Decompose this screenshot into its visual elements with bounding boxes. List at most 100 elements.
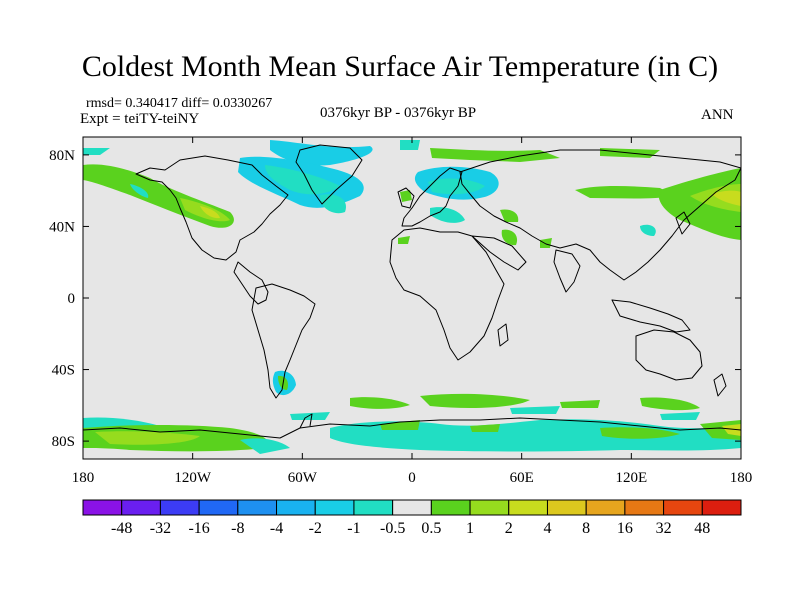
africa-coast	[389, 227, 505, 361]
anomaly-positive-patch	[658, 168, 741, 240]
anomaly-positive-patch	[600, 427, 680, 439]
europe-coast	[401, 167, 463, 227]
colorbar-swatch	[121, 499, 161, 516]
anomaly-positive-patch	[722, 424, 741, 436]
south-america-coast	[251, 283, 316, 399]
anomaly-positive-patch	[398, 236, 410, 244]
colorbar-swatch	[546, 499, 587, 516]
new-zealand-coast	[713, 373, 727, 397]
anomaly-positive-patch	[430, 148, 560, 162]
india-coast	[553, 249, 581, 293]
colorbar-label: -8	[231, 520, 244, 537]
period-label: 0376kyr BP - 0376kyr BP	[320, 105, 477, 121]
colorbar-label: -4	[270, 520, 283, 537]
lat-tick-label: 80S	[52, 434, 75, 450]
eurasia-coast	[459, 149, 741, 281]
colorbar-swatch	[624, 499, 665, 516]
anomaly-negative-patch	[240, 438, 290, 454]
colorbar-label: 16	[617, 520, 633, 537]
arabia-coast	[471, 235, 527, 271]
antarctic-peninsula-coast	[299, 413, 313, 429]
colorbar-label: -32	[150, 520, 171, 537]
colorbar-label: 2	[505, 520, 513, 537]
anomaly-negative-patch	[660, 412, 700, 420]
british-isles-coast	[397, 187, 415, 209]
colorbar-swatch	[508, 499, 548, 516]
coastlines	[83, 144, 741, 439]
colorbar-labels: -48 -32 -16 -8 -4 -2 -1 -0.5 0.5 1 2 4 8 16 32 48	[111, 520, 710, 537]
anomaly-positive-patch	[95, 431, 200, 445]
colorbar-swatch	[353, 499, 394, 516]
colorbar-swatch	[314, 499, 355, 516]
anomaly-positive-patch	[575, 186, 675, 199]
anomaly-positive-patch	[400, 190, 412, 202]
greenland-coast	[295, 144, 363, 205]
central-america-coast	[233, 261, 269, 305]
colorbar-swatch	[469, 499, 510, 516]
anomaly-negative-patch	[640, 224, 656, 236]
anomaly-field	[83, 140, 741, 454]
anomaly-negative-patch	[400, 140, 420, 150]
anomaly-positive-patch	[712, 190, 741, 206]
lat-tick-label: 0	[68, 291, 76, 307]
lon-tick-label: 60E	[510, 470, 534, 486]
colorbar-swatch	[237, 499, 278, 516]
anomaly-positive-patch	[700, 420, 741, 440]
colorbar-swatch	[392, 499, 432, 516]
season-label: ANN	[701, 107, 734, 123]
lon-tick-label: 120E	[615, 470, 647, 486]
colorbar-label: -48	[111, 520, 132, 537]
anomaly-positive-patch	[501, 229, 518, 246]
north-america-coast	[135, 155, 289, 261]
lon-tick-label: 60W	[288, 470, 318, 486]
lon-tick-label: 0	[408, 470, 416, 486]
japan-coast	[675, 211, 691, 235]
lon-tick-label: 180	[730, 470, 753, 486]
lat-tick-label: 40N	[49, 219, 75, 235]
anomaly-negative-patch	[270, 140, 373, 166]
anomaly-positive-patch	[420, 393, 530, 408]
anomaly-positive-patch	[470, 424, 500, 432]
anomaly-positive-patch	[640, 397, 700, 411]
colorbar-swatch	[276, 499, 316, 516]
colorbar-swatch	[663, 499, 703, 516]
madagascar-coast	[497, 323, 509, 347]
colorbar-label: 32	[656, 520, 672, 537]
stats-text: rmsd= 0.340417 diff= 0.0330267	[86, 96, 273, 111]
colorbar-swatch	[198, 499, 239, 516]
anomaly-positive-patch	[200, 206, 220, 219]
colorbar	[82, 499, 742, 516]
lat-tick-label: 80N	[49, 148, 75, 164]
anomaly-negative-patch	[428, 178, 485, 195]
colorbar-swatch	[430, 499, 471, 516]
colorbar-label: -1	[347, 520, 360, 537]
anomaly-negative-patch	[430, 207, 465, 223]
australia-coast	[635, 329, 703, 381]
axis-ticks	[82, 137, 742, 459]
anomaly-negative-patch	[510, 406, 560, 414]
anomaly-positive-patch	[560, 400, 600, 408]
anomaly-positive-patch	[540, 238, 552, 248]
antarctica-coast	[83, 417, 741, 439]
map-title: Coldest Month Mean Surface Air Temperatu…	[81, 50, 719, 83]
lon-tick-label: 180	[72, 470, 95, 486]
anomaly-negative-patch	[290, 412, 330, 420]
map-background	[83, 137, 741, 459]
colorbar-label: -16	[188, 520, 209, 537]
colorbar-swatch	[82, 499, 123, 516]
indonesia-coast	[611, 299, 691, 333]
colorbar-swatch	[159, 499, 200, 516]
colorbar-label: -0.5	[380, 520, 405, 537]
colorbar-label: 1	[466, 520, 474, 537]
colorbar-swatch	[585, 499, 626, 516]
lon-tick-label: 120W	[174, 470, 212, 486]
experiment-label: Expt = teiTY-teiNY	[80, 111, 200, 127]
axis-labels: 180 120W 60W 0 60E 120E 180 80N 40N 0 40S 80S	[49, 148, 752, 486]
anomaly-negative-patch	[265, 165, 340, 195]
colorbar-label: 48	[694, 520, 710, 537]
colorbar-label: 0.5	[421, 520, 441, 537]
anomaly-positive-patch	[380, 420, 420, 430]
anomaly-negative-patch	[130, 184, 149, 198]
colorbar-label: -2	[309, 520, 322, 537]
